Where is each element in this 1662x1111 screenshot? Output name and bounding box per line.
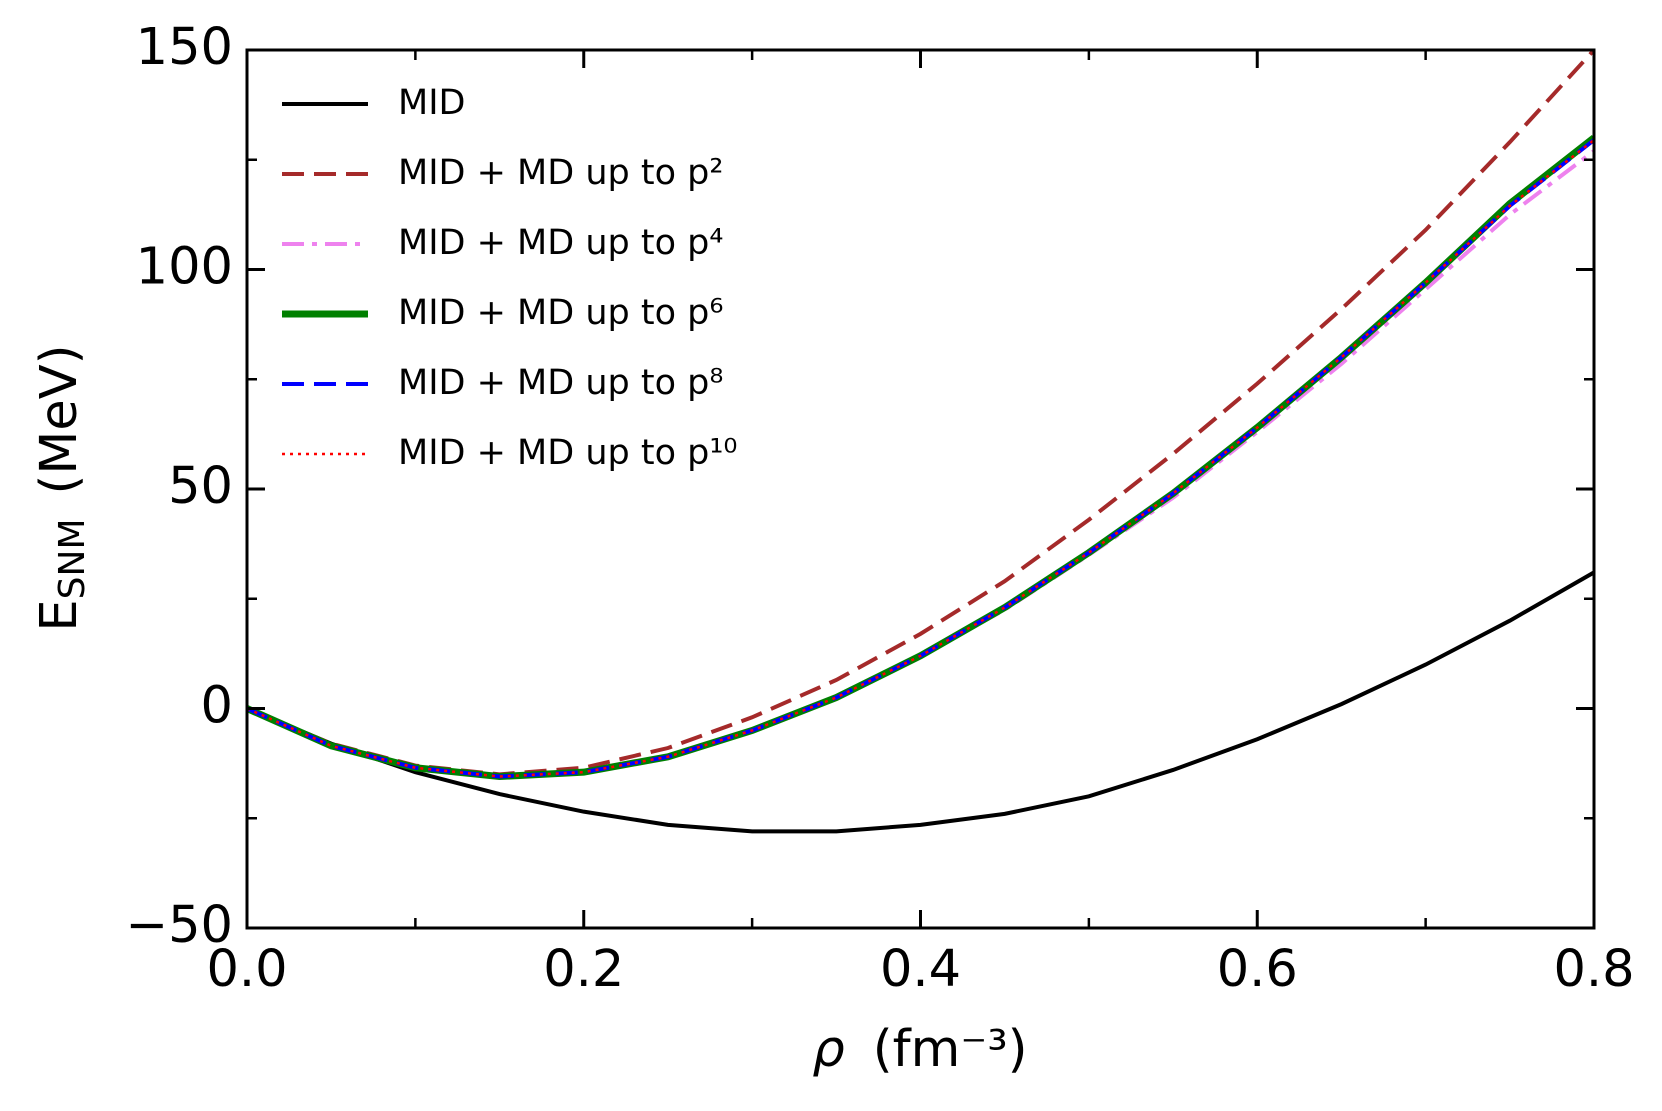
y-tick-label: −50 bbox=[125, 896, 233, 955]
legend-label: MID bbox=[398, 83, 465, 123]
x-tick-label: 0.8 bbox=[1553, 940, 1634, 999]
x-tick-label: 0.4 bbox=[880, 940, 961, 999]
x-tick-label: 0.2 bbox=[543, 940, 624, 999]
y-label-subscript: SNM bbox=[52, 518, 93, 599]
data-line bbox=[247, 139, 1594, 778]
legend-label: MID + MD up to p¹⁰ bbox=[398, 433, 737, 473]
y-axis-label: ESNM (MeV) bbox=[30, 344, 93, 631]
x-tick-label: 0.0 bbox=[206, 940, 287, 999]
x-label-symbol: ρ bbox=[812, 1020, 844, 1079]
legend-label: MID + MD up to p⁶ bbox=[398, 293, 723, 333]
data-line bbox=[247, 570, 1594, 834]
legend-label: MID + MD up to p² bbox=[398, 153, 723, 193]
x-label-unit: (fm⁻³) bbox=[873, 1020, 1028, 1079]
y-tick-label: 100 bbox=[136, 238, 233, 297]
legend-label: MID + MD up to p⁴ bbox=[398, 223, 723, 263]
y-label-symbol: E bbox=[30, 599, 89, 631]
x-tick-label: 0.6 bbox=[1217, 940, 1298, 999]
x-axis-label: ρ (fm⁻³) bbox=[812, 1020, 1027, 1079]
y-label-unit: (MeV) bbox=[30, 344, 89, 494]
y-tick-label: 150 bbox=[136, 18, 233, 77]
y-tick-label: 0 bbox=[201, 677, 233, 736]
y-tick-label: 50 bbox=[168, 457, 233, 516]
legend-label: MID + MD up to p⁸ bbox=[398, 363, 723, 403]
